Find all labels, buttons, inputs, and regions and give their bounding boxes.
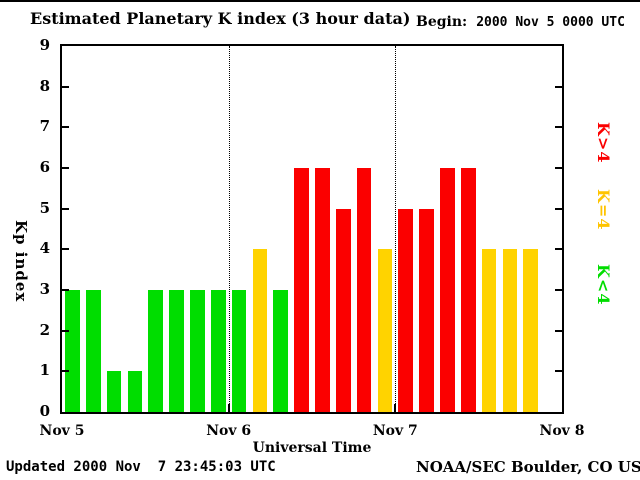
kp-bar	[127, 371, 143, 412]
legend-item-k-eq-4: K=4	[594, 189, 613, 231]
y-tick-label: 5	[39, 198, 50, 217]
y-tick-mark	[62, 370, 69, 373]
y-tick-label: 3	[39, 280, 50, 298]
y-tick-label: 1	[39, 361, 50, 380]
kp-bar	[440, 168, 455, 412]
y-tick-label: 8	[39, 76, 50, 95]
y-tick-mark	[555, 126, 562, 129]
y-tick-mark	[555, 207, 562, 210]
x-tick-mark	[227, 404, 230, 412]
kp-bar	[398, 208, 414, 412]
y-tick-mark	[62, 248, 69, 251]
y-tick-mark	[62, 289, 69, 291]
kp-bar	[356, 168, 372, 412]
y-tick-mark	[555, 329, 562, 332]
kp-bar	[481, 249, 497, 412]
y-tick-mark	[555, 248, 562, 251]
y-axis-title: Kp index	[12, 220, 30, 303]
y-tick-mark	[62, 126, 69, 129]
y-tick-label: 0	[39, 402, 50, 420]
y-tick-mark	[555, 370, 562, 373]
legend-item-k-gt-4: K>4	[594, 122, 613, 164]
x-tick-label: Nov 7	[372, 423, 418, 439]
day-separator	[228, 46, 230, 412]
kp-bar	[460, 168, 476, 412]
kp-bar	[106, 371, 122, 412]
legend-item-k-lt-4: K<4	[594, 264, 613, 306]
y-tick-mark	[62, 207, 69, 210]
kp-bar	[190, 290, 205, 412]
y-tick-mark	[62, 85, 69, 88]
kp-bar	[502, 249, 518, 412]
y-tick-label: 6	[39, 158, 50, 176]
y-tick-label: 9	[39, 36, 50, 54]
kp-bar	[210, 290, 226, 412]
plot-area	[60, 44, 564, 414]
day-separator	[395, 46, 397, 412]
kp-bar	[148, 290, 164, 412]
kp-bar	[169, 290, 184, 412]
kp-bar	[85, 290, 101, 412]
y-tick-mark	[555, 85, 562, 88]
kp-bar	[252, 249, 268, 412]
begin-label: Begin:	[416, 14, 468, 30]
kp-bar	[523, 249, 539, 412]
x-tick-label: Nov 6	[206, 423, 252, 439]
kp-bar	[335, 208, 351, 412]
kp-bar	[377, 249, 393, 412]
y-tick-label: 7	[39, 117, 50, 136]
kp-bar	[419, 208, 434, 412]
y-tick-mark	[62, 167, 69, 169]
y-tick-label: 4	[39, 239, 50, 258]
y-tick-mark	[62, 329, 69, 332]
y-tick-mark	[555, 289, 562, 291]
y-tick-label: 2	[39, 320, 50, 339]
begin-time: Begin: 2000 Nov 5 0000 UTC	[416, 14, 625, 30]
y-tick-mark	[555, 167, 562, 169]
updated-timestamp: Updated 2000 Nov 7 23:45:03 UTC	[6, 459, 276, 475]
kp-bar	[65, 290, 80, 412]
chart-title: Estimated Planetary K index (3 hour data…	[30, 9, 411, 28]
kp-bar	[315, 168, 330, 412]
kp-bar	[273, 290, 289, 412]
x-axis-title: Universal Time	[252, 440, 372, 456]
x-tick-mark	[394, 404, 397, 412]
x-tick-label: Nov 8	[539, 423, 585, 439]
kp-bar	[231, 290, 247, 412]
begin-value: 2000 Nov 5 0000 UTC	[476, 15, 625, 30]
source-attribution: NOAA/SEC Boulder, CO USA	[416, 458, 640, 476]
kp-bar	[294, 168, 309, 412]
x-tick-label: Nov 5	[39, 423, 85, 439]
